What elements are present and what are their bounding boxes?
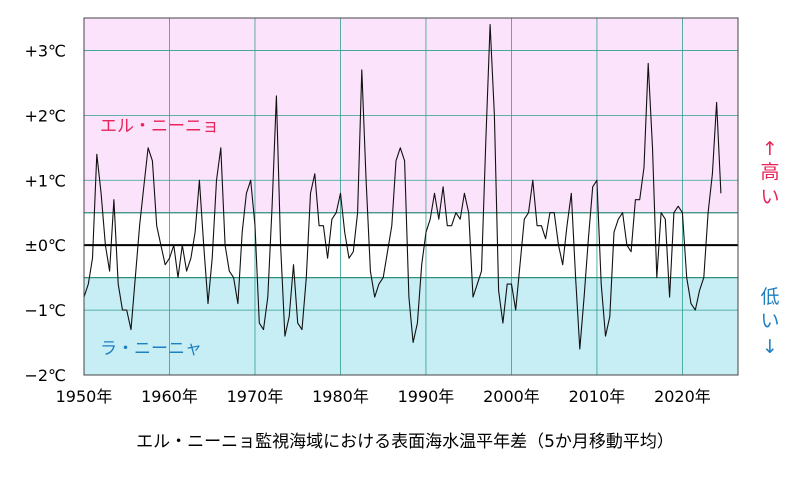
x-tick-label: 2000年: [483, 387, 540, 406]
high-arrow: ↑: [762, 138, 778, 160]
y-tick-label: −2℃: [24, 366, 66, 385]
threshold-lines: [84, 212, 738, 279]
x-tick-label: 1950年: [56, 387, 113, 406]
x-tick-label: 1990年: [398, 387, 455, 406]
chart-caption: エル・ニーニョ監視海域における表面海水温平年差（5か月移動平均）: [136, 432, 674, 452]
low-char-2: い: [760, 310, 779, 332]
y-tick-label: +1℃: [24, 171, 66, 190]
low-indicator: 低 い ↓: [760, 286, 779, 358]
y-tick-label: +3℃: [24, 41, 66, 60]
y-axis-ticks: −2℃ −1℃ ±0℃ +1℃ +2℃ +3℃: [24, 41, 66, 385]
x-tick-label: 2010年: [569, 387, 626, 406]
x-tick-label: 1960年: [141, 387, 198, 406]
la-nina-region: [84, 277, 738, 375]
high-indicator: ↑ 高 い: [760, 138, 779, 208]
x-axis-ticks: 1950年 1960年 1970年 1980年 1990年 2000年 2010年 2020年: [56, 387, 711, 406]
low-char-1: 低: [760, 286, 779, 308]
plot-frame: [83, 17, 739, 376]
el-nino-label: エル・ニーニョ: [100, 117, 219, 137]
series-line: [84, 23, 722, 350]
la-nina-label: ラ・ニーニャ: [100, 339, 202, 359]
high-char-2: い: [760, 186, 779, 208]
x-tick-label: 1970年: [227, 387, 284, 406]
x-tick-label: 1980年: [312, 387, 369, 406]
high-char-1: 高: [760, 161, 779, 183]
y-tick-label: −1℃: [24, 301, 66, 320]
y-tick-label: ±0℃: [24, 236, 66, 255]
low-arrow: ↓: [762, 336, 778, 358]
y-tick-label: +2℃: [24, 106, 66, 125]
x-tick-label: 2020年: [654, 387, 711, 406]
